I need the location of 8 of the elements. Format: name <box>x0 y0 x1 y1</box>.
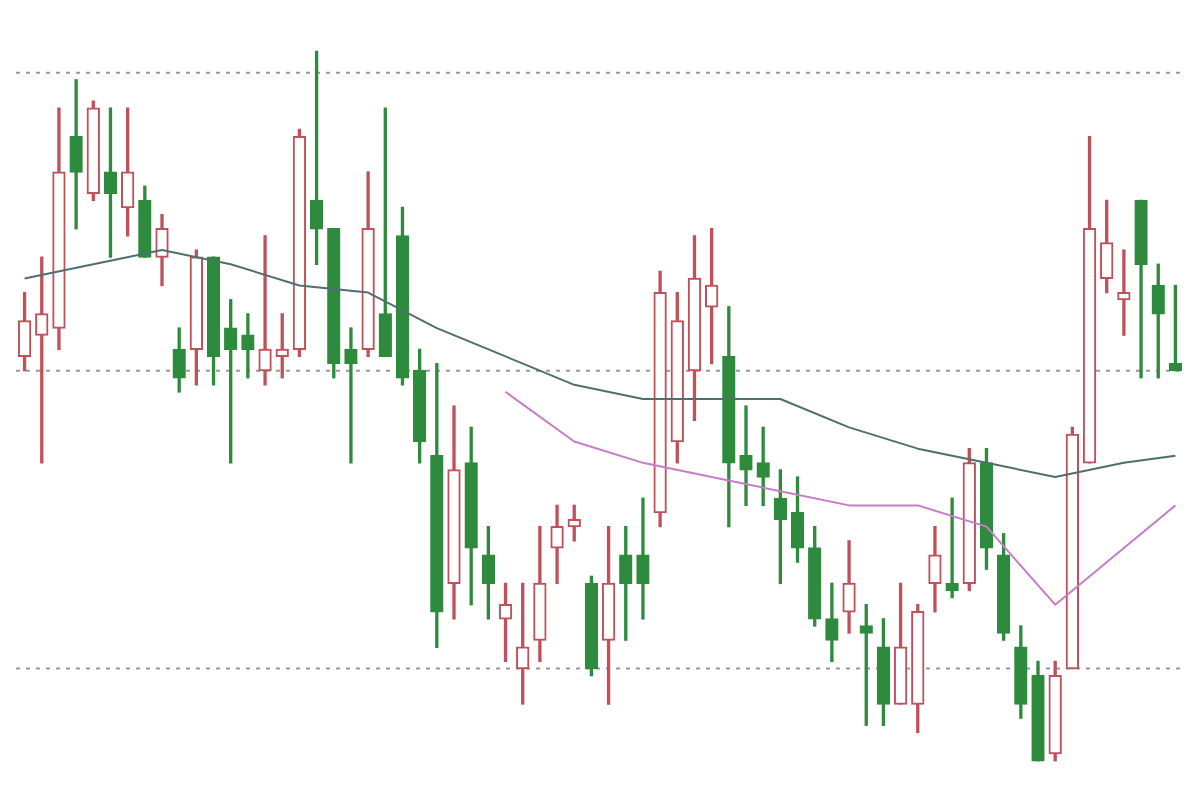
candlestick <box>945 497 959 599</box>
candlestick <box>241 313 255 379</box>
candlestick <box>636 497 650 620</box>
candlestick <box>344 327 358 464</box>
candlestick <box>69 79 83 230</box>
candlestick <box>258 235 272 386</box>
candlestick <box>1117 249 1131 336</box>
candlestick <box>739 405 753 507</box>
